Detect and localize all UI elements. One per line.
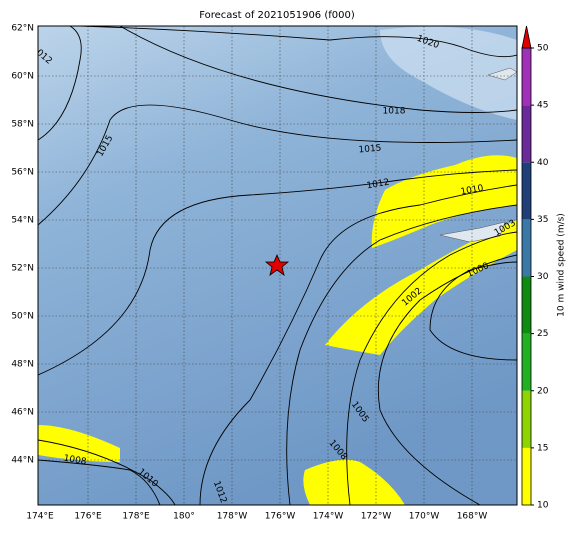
storm-center-marker [264,253,290,276]
light-area [380,26,517,121]
colorbar-segment [522,105,531,163]
isobar-label: 1012 [366,178,390,192]
strong-wind-area [325,220,517,355]
lon-label: 168°W [457,512,488,522]
isobar [429,261,517,361]
colorbar-tick-label: 20 [537,386,549,396]
isobar-label: 1008 [63,454,88,468]
isobar [377,254,517,505]
isobar [38,169,517,376]
strong-wind-area [371,155,517,248]
strong-wind-area [303,459,405,505]
colorbar-tick-label: 50 [537,44,549,54]
lat-label: 60°N [11,72,34,82]
colorbar-tick-label: 15 [537,443,548,453]
lat-label: 44°N [11,456,34,466]
land [439,221,506,243]
lat-label: 58°N [11,120,34,130]
lon-label: 170°W [409,512,440,522]
land [487,67,517,81]
lat-label: 50°N [11,312,34,322]
lon-label: 180° [173,512,195,522]
isobar [38,439,176,505]
isobar [79,26,517,58]
colorbar-segment [522,333,531,391]
colorbar-segment [522,48,531,106]
colorbar-tick-label: 40 [537,158,549,168]
colorbar-segment [522,219,531,277]
lat-label: 52°N [11,264,34,274]
strong-wind-area [38,425,120,462]
map-frame [37,25,518,506]
map-title: Forecast of 2021051906 (f000) [199,10,355,21]
colorbar-tick-label: 30 [537,272,549,282]
colorbar-tick-label: 35 [537,215,548,225]
colorbar-label: 10 m wind speed (m/s) [557,213,567,317]
isobar [286,204,517,505]
isobar [119,26,517,113]
colorbar-segment [522,276,531,334]
isobar [38,459,161,505]
isobar-label: 1010 [460,184,485,198]
lon-label: 178°E [122,512,150,522]
lon-label: 174°W [313,512,344,522]
lat-label: 56°N [11,168,34,178]
colorbar-extension [521,25,532,49]
lon-label: 178°W [217,512,248,522]
isobar [38,104,517,226]
lon-label: 174°E [26,512,54,522]
lon-label: 172°W [361,512,392,522]
lon-label: 176°W [265,512,296,522]
lat-label: 46°N [11,408,34,418]
colorbar-tick-label: 10 [537,501,549,511]
colorbar-tick-label: 25 [537,329,548,339]
isobar-label: 1015 [358,144,382,156]
lon-label: 176°E [74,512,102,522]
lat-label: 62°N [11,24,34,34]
lat-label: 48°N [11,360,34,370]
isobar-label: 1018 [383,107,406,117]
lat-label: 54°N [11,216,34,226]
isobar [346,231,517,505]
colorbar-segment [522,390,531,448]
colorbar-segment [522,447,531,505]
colorbar-tick-label: 45 [537,101,548,111]
colorbar-segment [522,162,531,220]
isobar [199,184,517,505]
isobar [38,26,82,141]
